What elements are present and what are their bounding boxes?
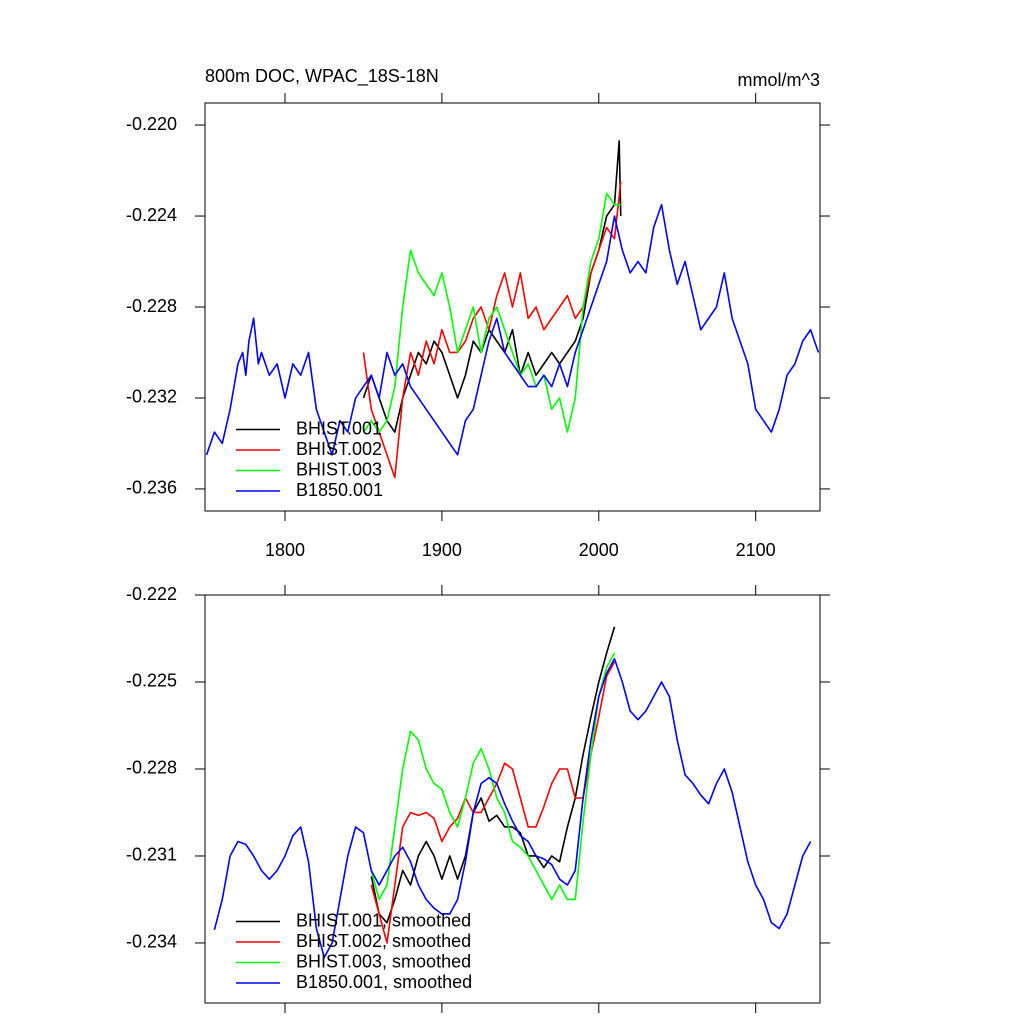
y-tick-label: -0.232 <box>126 387 177 407</box>
plot-frame <box>204 594 821 1004</box>
legend-label: BHIST.001 <box>296 418 382 438</box>
x-tick-label: 2000 <box>579 540 619 560</box>
y-tick-label: -0.222 <box>126 584 177 604</box>
legend-label: BHIST.002, smoothed <box>296 931 471 951</box>
data-line <box>370 626 616 924</box>
legend-label: BHIST.003, smoothed <box>296 951 471 971</box>
data-line <box>362 140 622 433</box>
y-tick-label: -0.228 <box>126 758 177 778</box>
y-tick-label: -0.228 <box>126 296 177 316</box>
legend-label: BHIST.002 <box>296 439 382 459</box>
y-tick-label: -0.234 <box>126 932 177 952</box>
data-line <box>370 661 616 944</box>
y-tick-label: -0.224 <box>126 205 177 225</box>
y-tick-label: -0.231 <box>126 845 177 865</box>
legend-label: BHIST.003 <box>296 459 382 479</box>
legend-label: BHIST.001, smoothed <box>296 910 471 930</box>
y-tick-label: -0.220 <box>126 114 177 134</box>
data-line <box>213 658 812 959</box>
data-line <box>362 192 621 433</box>
units-label: mmol/m^3 <box>738 70 820 90</box>
y-tick-label: -0.225 <box>126 671 177 691</box>
legend-label: B1850.001 <box>296 480 383 500</box>
chart-title: 800m DOC, WPAC_18S-18N <box>205 66 439 87</box>
x-tick-label: 1900 <box>422 540 462 560</box>
legend-label: B1850.001, smoothed <box>296 972 472 992</box>
y-tick-label: -0.236 <box>126 478 177 498</box>
x-tick-label: 1800 <box>265 540 305 560</box>
x-tick-label: 2100 <box>736 540 776 560</box>
data-line <box>205 203 820 456</box>
data-line <box>370 652 616 901</box>
